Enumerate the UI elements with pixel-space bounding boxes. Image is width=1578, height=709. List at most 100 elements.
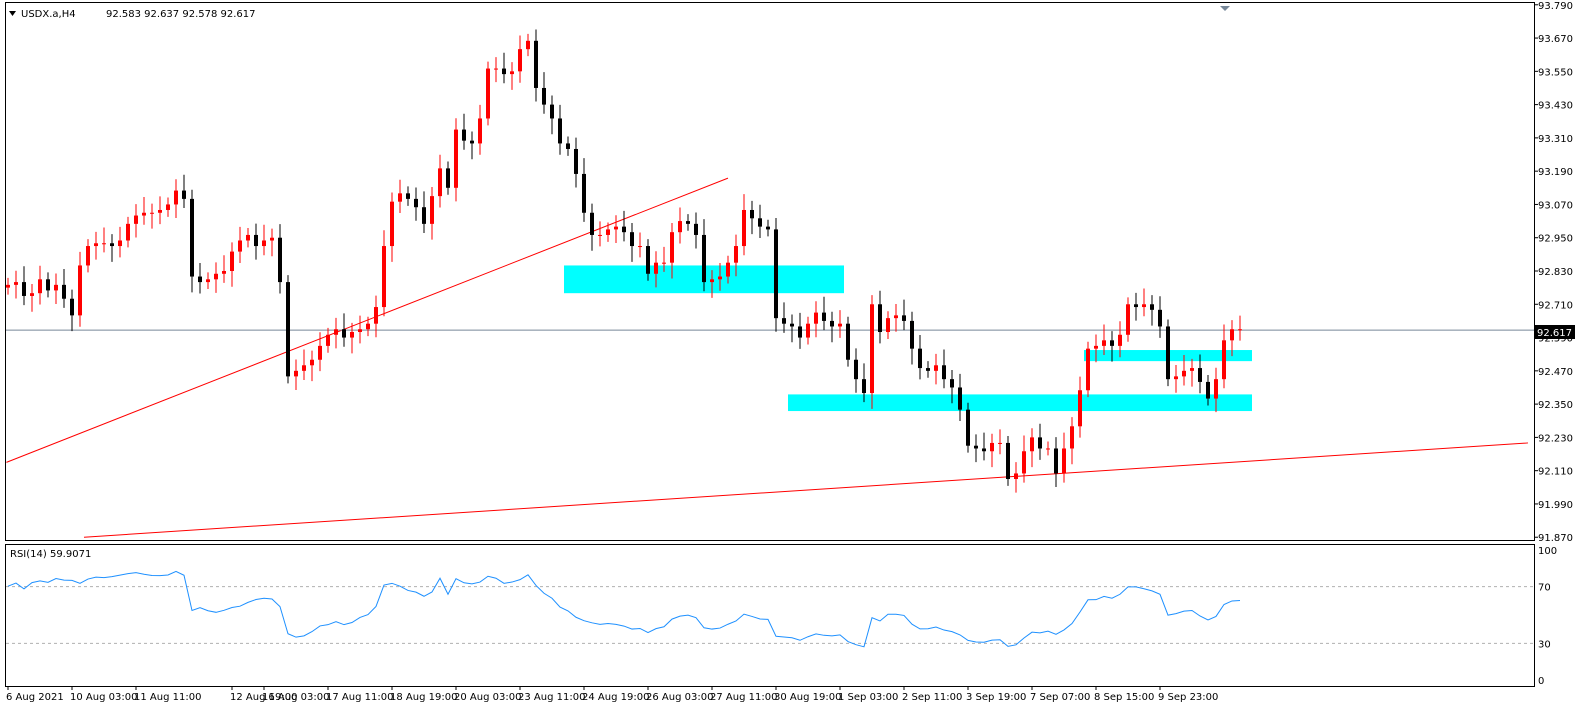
- candle[interactable]: [1150, 295, 1154, 326]
- candle[interactable]: [1006, 436, 1010, 486]
- candle[interactable]: [918, 335, 922, 380]
- candle[interactable]: [1046, 441, 1050, 456]
- candle[interactable]: [654, 251, 658, 288]
- candle[interactable]: [838, 310, 842, 338]
- candle[interactable]: [926, 361, 930, 378]
- candle[interactable]: [318, 332, 322, 372]
- candle[interactable]: [534, 29, 538, 102]
- candle[interactable]: [462, 113, 466, 150]
- candle[interactable]: [1014, 462, 1018, 493]
- candle[interactable]: [150, 203, 154, 229]
- candle[interactable]: [454, 118, 458, 202]
- candle[interactable]: [398, 179, 402, 214]
- candle[interactable]: [934, 353, 938, 385]
- candle[interactable]: [630, 223, 634, 262]
- candle[interactable]: [326, 327, 330, 353]
- candle[interactable]: [1030, 428, 1034, 468]
- candle[interactable]: [270, 228, 274, 257]
- candle[interactable]: [1238, 315, 1242, 341]
- candle[interactable]: [502, 52, 506, 84]
- candle[interactable]: [590, 203, 594, 251]
- candle[interactable]: [1174, 365, 1178, 393]
- candle[interactable]: [710, 270, 714, 298]
- candle[interactable]: [1158, 296, 1162, 338]
- candle[interactable]: [982, 432, 986, 461]
- candle[interactable]: [518, 35, 522, 83]
- candle[interactable]: [310, 350, 314, 382]
- candle[interactable]: [886, 311, 890, 339]
- candle[interactable]: [14, 270, 18, 299]
- candle[interactable]: [342, 313, 346, 347]
- candle[interactable]: [166, 197, 170, 217]
- candle[interactable]: [286, 275, 290, 384]
- candle[interactable]: [1094, 334, 1098, 363]
- candle[interactable]: [1134, 292, 1138, 321]
- candle[interactable]: [854, 348, 858, 393]
- candle[interactable]: [422, 191, 426, 234]
- candle[interactable]: [1118, 321, 1122, 358]
- candle[interactable]: [1214, 367, 1218, 413]
- candle[interactable]: [862, 363, 866, 403]
- candle[interactable]: [830, 311, 834, 343]
- candle[interactable]: [766, 219, 770, 237]
- candle[interactable]: [62, 269, 66, 308]
- candle[interactable]: [350, 322, 354, 354]
- candle[interactable]: [246, 228, 250, 248]
- shift-marker-icon[interactable]: [1220, 6, 1230, 11]
- candle[interactable]: [510, 62, 514, 90]
- candle[interactable]: [966, 402, 970, 453]
- candle[interactable]: [238, 226, 242, 263]
- candle[interactable]: [846, 316, 850, 367]
- candle[interactable]: [1062, 432, 1066, 483]
- candle[interactable]: [734, 234, 738, 277]
- candle[interactable]: [798, 312, 802, 349]
- candle[interactable]: [1038, 423, 1042, 460]
- candle[interactable]: [550, 95, 554, 135]
- candle[interactable]: [782, 302, 786, 333]
- candle[interactable]: [126, 216, 130, 248]
- candle[interactable]: [470, 131, 474, 160]
- candle[interactable]: [942, 349, 946, 389]
- candle[interactable]: [374, 295, 378, 338]
- candle[interactable]: [1182, 355, 1186, 386]
- candle[interactable]: [430, 186, 434, 240]
- candle[interactable]: [334, 317, 338, 349]
- candle[interactable]: [542, 72, 546, 114]
- candle[interactable]: [1086, 341, 1090, 398]
- candle[interactable]: [686, 214, 690, 231]
- candle[interactable]: [446, 161, 450, 195]
- candle[interactable]: [974, 434, 978, 463]
- candle[interactable]: [582, 158, 586, 222]
- candle[interactable]: [30, 284, 34, 312]
- candle[interactable]: [1110, 331, 1114, 362]
- candle[interactable]: [758, 204, 762, 238]
- candle[interactable]: [366, 316, 370, 337]
- candle[interactable]: [1206, 374, 1210, 406]
- candle[interactable]: [894, 304, 898, 332]
- candle[interactable]: [1190, 358, 1194, 387]
- candle[interactable]: [494, 57, 498, 83]
- candle[interactable]: [1230, 320, 1234, 357]
- candle[interactable]: [1166, 319, 1170, 387]
- candle[interactable]: [814, 301, 818, 338]
- candle[interactable]: [54, 273, 58, 305]
- candle[interactable]: [1078, 376, 1082, 438]
- candle[interactable]: [1102, 324, 1106, 356]
- candle[interactable]: [1126, 297, 1130, 342]
- candle[interactable]: [182, 174, 186, 209]
- candle[interactable]: [94, 231, 98, 260]
- candle[interactable]: [678, 207, 682, 244]
- candle[interactable]: [774, 218, 778, 332]
- candle[interactable]: [566, 136, 570, 156]
- candle[interactable]: [1022, 435, 1026, 483]
- candle[interactable]: [878, 290, 882, 344]
- candle[interactable]: [438, 154, 442, 208]
- candle[interactable]: [406, 186, 410, 206]
- candle[interactable]: [790, 314, 794, 343]
- candle[interactable]: [118, 226, 122, 258]
- candle[interactable]: [174, 179, 178, 219]
- candle[interactable]: [190, 189, 194, 293]
- candle[interactable]: [358, 315, 362, 344]
- candle[interactable]: [382, 230, 386, 317]
